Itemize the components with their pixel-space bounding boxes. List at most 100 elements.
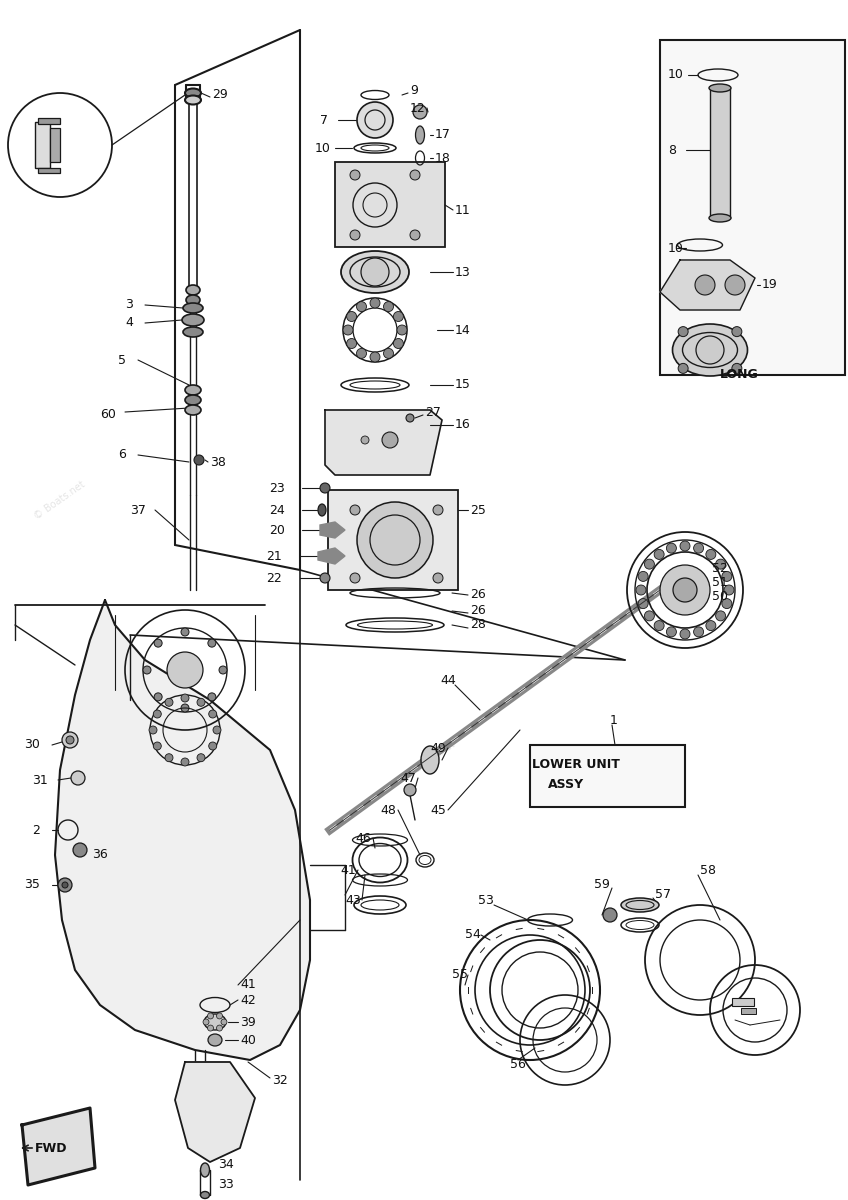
Circle shape [673,578,697,602]
Text: 10: 10 [315,142,331,155]
Ellipse shape [672,324,747,376]
Text: 16: 16 [455,419,471,432]
Circle shape [722,599,732,608]
Circle shape [357,102,393,138]
Text: 26: 26 [470,588,486,601]
Circle shape [208,640,216,647]
Circle shape [350,230,360,240]
Text: 37: 37 [130,504,146,516]
Text: 11: 11 [455,204,471,216]
Bar [530,745,685,806]
Text: 58: 58 [700,864,716,876]
Text: 44: 44 [440,673,455,686]
Text: 47: 47 [400,772,416,785]
Polygon shape [320,522,345,538]
Text: © Boats.net: © Boats.net [403,739,457,782]
Circle shape [181,628,189,636]
Text: 2: 2 [32,823,40,836]
Circle shape [208,1013,214,1019]
Circle shape [203,1019,209,1025]
Text: 45: 45 [430,804,446,816]
Circle shape [732,326,742,337]
Circle shape [397,325,407,335]
Ellipse shape [183,302,203,313]
Circle shape [350,170,360,180]
Circle shape [357,502,433,578]
Bar [38,168,60,173]
Text: 43: 43 [345,894,360,906]
Text: 57: 57 [655,888,671,901]
Circle shape [343,325,353,335]
Text: 55: 55 [452,968,468,982]
Bar [660,40,845,374]
Ellipse shape [200,1192,209,1199]
Text: 25: 25 [470,504,486,516]
Circle shape [58,878,72,892]
Text: 17: 17 [435,128,451,142]
Circle shape [639,571,648,582]
Text: 42: 42 [240,994,256,1007]
Circle shape [724,584,734,595]
Circle shape [696,336,724,364]
Circle shape [181,704,189,712]
Text: 33: 33 [218,1178,234,1192]
Polygon shape [325,410,442,475]
Circle shape [209,742,217,750]
Circle shape [636,584,646,595]
Text: 27: 27 [425,406,441,419]
Text: 34: 34 [218,1158,234,1171]
Ellipse shape [421,746,439,774]
Text: 59: 59 [594,878,610,892]
Circle shape [678,364,688,373]
Circle shape [62,882,68,888]
Circle shape [716,559,726,569]
Text: 24: 24 [270,504,285,516]
Circle shape [347,312,357,322]
Text: 32: 32 [272,1074,287,1086]
Circle shape [153,742,161,750]
Text: 52: 52 [712,562,728,575]
Text: 28: 28 [470,618,486,631]
Ellipse shape [182,314,204,326]
Bar [710,88,730,218]
Text: 19: 19 [762,278,778,292]
Bar [732,998,754,1006]
Circle shape [350,572,360,583]
Text: 18: 18 [435,151,451,164]
Text: 60: 60 [100,408,116,421]
Text: 40: 40 [240,1033,256,1046]
Text: 29: 29 [212,89,228,102]
Circle shape [154,640,162,647]
Circle shape [695,275,715,295]
Text: 20: 20 [269,523,285,536]
Text: 39: 39 [240,1015,256,1028]
Text: 23: 23 [270,481,285,494]
Ellipse shape [204,1014,226,1030]
Circle shape [382,432,398,448]
Circle shape [694,626,704,637]
Ellipse shape [709,214,731,222]
Circle shape [356,348,366,359]
Circle shape [181,694,189,702]
Ellipse shape [200,1163,209,1177]
Circle shape [406,414,414,422]
Text: 4: 4 [125,317,133,330]
Circle shape [680,629,690,638]
Circle shape [165,754,173,762]
Circle shape [221,1019,227,1025]
Circle shape [73,842,87,857]
Circle shape [413,104,427,119]
Circle shape [197,698,205,707]
Circle shape [143,666,151,674]
Circle shape [208,692,216,701]
Circle shape [219,666,227,674]
Text: 10: 10 [668,68,683,82]
Ellipse shape [186,295,200,305]
Circle shape [706,620,716,630]
Ellipse shape [186,284,200,295]
Circle shape [694,544,704,553]
Circle shape [66,736,74,744]
Circle shape [725,275,745,295]
Circle shape [667,544,677,553]
Polygon shape [660,260,755,310]
